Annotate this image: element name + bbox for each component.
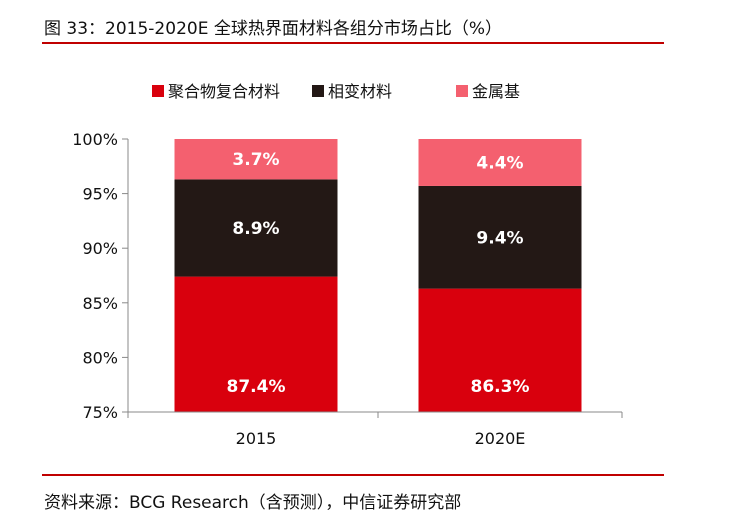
y-tick-label-75: 75% [82,403,118,422]
title-divider [42,42,664,44]
y-tick-label-85: 85% [82,294,118,313]
x-tick-label-2020E: 2020E [475,429,526,448]
legend-label-s0: 聚合物复合材料 [168,82,280,101]
legend-swatch-s0 [152,85,164,97]
data-label-2020E-s0: 86.3% [471,377,530,397]
source-note: 资料来源：BCG Research（含预测），中信证券研究部 [44,493,462,513]
y-tick-label-90: 90% [82,239,118,258]
y-tick-label-80: 80% [82,348,118,367]
bar-segment-2015-s0 [174,276,338,412]
legend-swatch-s1 [312,85,324,97]
y-tick-label-100: 100% [72,130,118,149]
y-tick-label-95: 95% [82,185,118,204]
bar-segment-2015-s2 [174,139,338,180]
x-tick-label-2015: 2015 [236,429,277,448]
data-label-2015-s0: 87.4% [227,377,286,397]
legend-swatch-s2 [456,85,468,97]
data-label-2015-s2: 3.7% [232,150,279,170]
source-divider [42,474,664,476]
figure-title: 图 33：2015-2020E 全球热界面材料各组分市场占比（%） [44,19,502,39]
data-label-2020E-s2: 4.4% [476,153,523,173]
bar-segment-2020E-s0 [418,288,582,412]
legend-label-s2: 金属基 [472,82,520,101]
legend-label-s1: 相变材料 [328,82,392,101]
data-label-2020E-s1: 9.4% [476,228,523,248]
bar-segment-2020E-s1 [418,185,582,289]
data-label-2015-s1: 8.9% [232,219,279,239]
bar-segment-2020E-s2 [418,139,582,186]
bar-segment-2015-s1 [174,179,338,277]
